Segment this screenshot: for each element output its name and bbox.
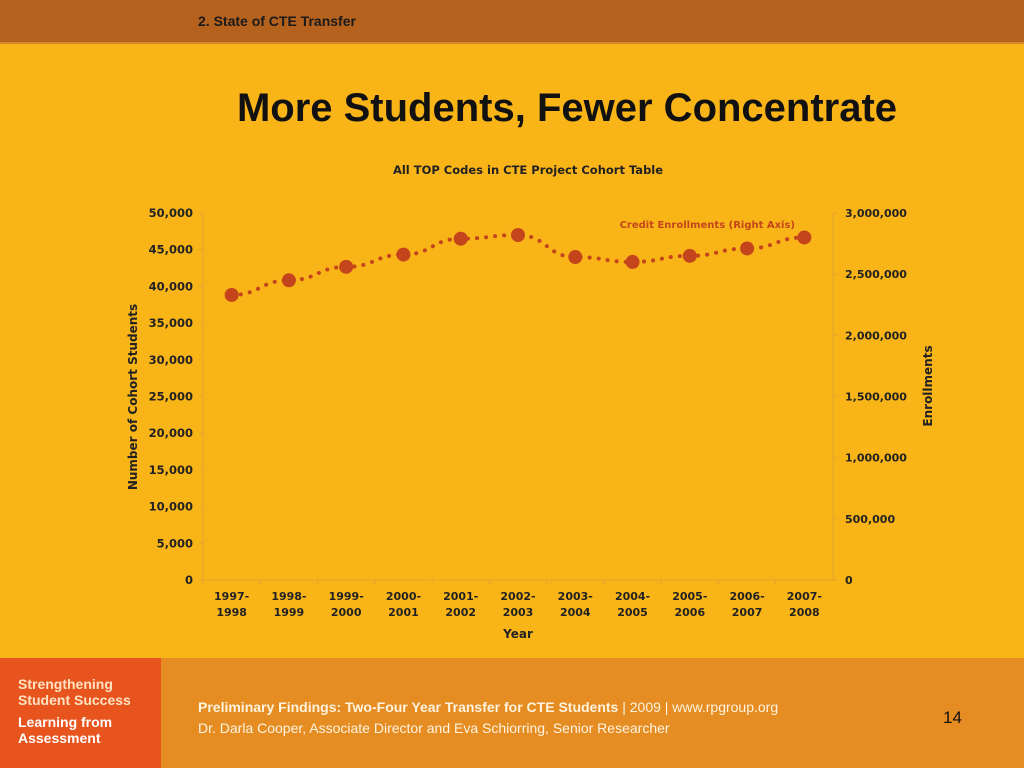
y-tick-label: 15,000	[149, 463, 193, 477]
data-point	[511, 228, 525, 243]
x-tick-label: 2007-2008	[787, 590, 822, 619]
logo-line-3: Learning from	[18, 714, 113, 730]
data-point	[568, 250, 583, 265]
data-point	[339, 259, 354, 274]
x-tick-label: 2006-2007	[729, 590, 764, 619]
x-axis-label: Year	[502, 627, 533, 641]
x-tick-label: 1997-1998	[214, 590, 249, 619]
data-point	[224, 287, 239, 302]
footer-presentation-title: Preliminary Findings: Two-Four Year Tran…	[198, 699, 619, 715]
data-point	[281, 273, 296, 288]
y-tick-label: 20,000	[149, 426, 193, 440]
y-tick-label: 25,000	[149, 390, 193, 404]
top-bar: 2. State of CTE Transfer	[0, 0, 1024, 44]
x-tick-label: 2002-2003	[500, 590, 535, 619]
y2-tick-label: 1,000,000	[845, 452, 907, 465]
data-point	[682, 248, 697, 263]
logo-line-4: Assessment	[18, 730, 101, 746]
slide-title: More Students, Fewer Concentrate	[236, 86, 898, 130]
y2-axis-label: Enrollments	[921, 345, 935, 426]
data-point	[797, 230, 812, 245]
x-tick-label: 2001-2002	[443, 590, 478, 619]
page-number: 14	[943, 708, 962, 727]
x-tick-label: 2004-2005	[615, 590, 650, 619]
series-line	[229, 233, 807, 297]
footer-line-1: Preliminary Findings: Two-Four Year Tran…	[198, 699, 778, 715]
chart: All TOP Codes in CTE Project Cohort Tabl…	[126, 163, 935, 641]
x-tick-label: 1998-1999	[271, 590, 306, 619]
y-axis-label: Number of Cohort Students	[126, 304, 140, 490]
y2-tick-label: 3,000,000	[845, 207, 907, 220]
y-tick-label: 0	[185, 573, 193, 587]
series-label: Credit Enrollments (Right Axis)	[620, 220, 795, 231]
y-tick-label: 50,000	[149, 206, 193, 220]
y-tick-label: 5,000	[157, 536, 193, 550]
footer-meta: | 2009 | www.rpgroup.org	[618, 699, 779, 715]
y2-tick-label: 2,000,000	[845, 329, 907, 342]
x-tick-label: 1999-2000	[329, 590, 364, 619]
chart-title: All TOP Codes in CTE Project Cohort Tabl…	[393, 163, 663, 177]
y-tick-label: 40,000	[149, 279, 193, 293]
footer-logo: Strengthening Student Success Learning f…	[0, 658, 161, 768]
x-tick-label: 2005-2006	[672, 590, 707, 619]
y-tick-label: 10,000	[149, 500, 193, 514]
data-point	[396, 247, 411, 262]
y-tick-label: 35,000	[149, 316, 193, 330]
y-tick-label: 45,000	[149, 243, 193, 257]
y2-tick-label: 0	[845, 574, 853, 587]
x-tick-label: 2000-2001	[386, 590, 421, 619]
footer-authors: Dr. Darla Cooper, Associate Director and…	[198, 720, 670, 736]
data-point	[453, 231, 468, 246]
footer: Strengthening Student Success Learning f…	[0, 658, 1024, 768]
y2-tick-label: 1,500,000	[845, 391, 907, 404]
y2-tick-label: 2,500,000	[845, 268, 907, 281]
data-point	[625, 254, 640, 269]
y-tick-label: 30,000	[149, 353, 193, 367]
y2-tick-label: 500,000	[845, 513, 895, 526]
logo-line-2: Student Success	[18, 692, 131, 708]
data-point	[740, 241, 755, 256]
logo-line-1: Strengthening	[18, 676, 113, 692]
section-label: 2. State of CTE Transfer	[198, 13, 356, 29]
x-tick-label: 2003-2004	[558, 590, 593, 619]
